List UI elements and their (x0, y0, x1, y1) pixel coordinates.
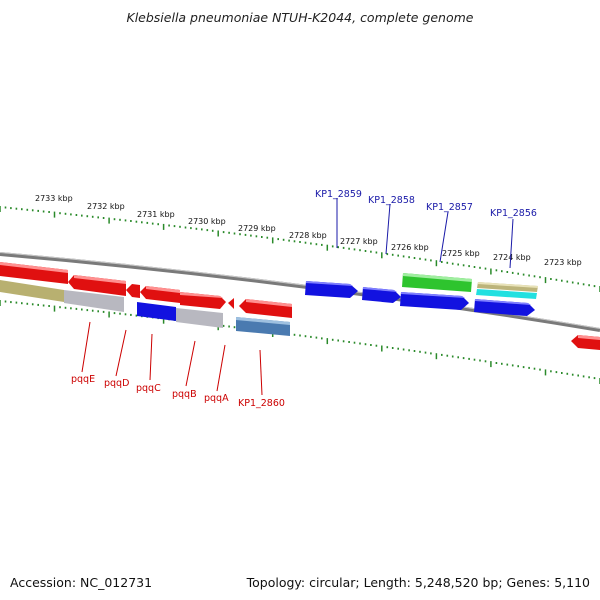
gene-label-pqqA[interactable]: pqqA (204, 393, 229, 404)
gene-pqqD[interactable] (126, 284, 140, 298)
gene-far-left[interactable] (0, 262, 68, 284)
scale-label: 2730 kbp (188, 217, 226, 226)
gene-kp1-2856-cyan[interactable] (476, 289, 537, 299)
leader-line (216, 344, 226, 392)
gene-label-pqqB[interactable]: pqqB (172, 389, 197, 400)
gene-label-kp1-2859[interactable]: KP1_2859 (315, 189, 362, 200)
gene-label-kp1-2860[interactable]: KP1_2860 (238, 398, 285, 409)
leader-line (439, 211, 449, 263)
leader-line (115, 329, 127, 377)
leader-line (259, 349, 263, 396)
gene-label-kp1-2858[interactable]: KP1_2858 (368, 195, 415, 206)
gene-pqqB-gray[interactable] (176, 308, 223, 328)
scale-label: 2724 kbp (493, 253, 531, 262)
gene-label-pqqE[interactable]: pqqE (71, 374, 95, 385)
scale-labels: 2733 kbp 2732 kbp 2731 kbp 2730 kbp 2729… (35, 194, 582, 267)
gene-far-left-olive[interactable] (0, 280, 64, 302)
leader-line (509, 218, 514, 269)
scale-label: 2723 kbp (544, 258, 582, 267)
gene-pqqC-blue[interactable] (137, 302, 176, 321)
map-title: Klebsiella pneumoniae NTUH-K2044, comple… (126, 10, 474, 25)
leader-line (149, 333, 153, 381)
scale-label: 2732 kbp (87, 202, 125, 211)
leader-line (185, 340, 196, 387)
scale-label: 2733 kbp (35, 194, 73, 203)
scale-label: 2728 kbp (289, 231, 327, 240)
genome-backbone (0, 252, 600, 332)
bottom-gene-labels: pqqE pqqD pqqC pqqB pqqA KP1_2860 (71, 321, 285, 409)
gene-label-kp1-2857[interactable]: KP1_2857 (426, 202, 473, 213)
scale-label: 2725 kbp (442, 249, 480, 258)
left-genes (0, 262, 600, 350)
scale-label: 2729 kbp (238, 224, 276, 233)
gene-label-pqqC[interactable]: pqqC (136, 383, 161, 394)
leader-line (385, 203, 391, 255)
scale-label: 2726 kbp (391, 243, 429, 252)
gene-pqqE-gray[interactable] (64, 290, 124, 312)
top-gene-labels: KP1_2859 KP1_2858 KP1_2857 KP1_2856 (315, 189, 537, 269)
accession-text: Accession: NC_012731 (10, 575, 153, 590)
upper-tick-track (0, 206, 600, 292)
gene-label-kp1-2856[interactable]: KP1_2856 (490, 208, 537, 219)
topology-text: Topology: circular; Length: 5,248,520 bp… (246, 575, 590, 590)
gene-label-pqqD[interactable]: pqqD (104, 378, 129, 389)
gene-pqqA[interactable] (228, 298, 234, 309)
upper-genes (305, 273, 538, 316)
scale-label: 2731 kbp (137, 210, 175, 219)
leader-line (81, 321, 91, 373)
scale-label: 2727 kbp (340, 237, 378, 246)
